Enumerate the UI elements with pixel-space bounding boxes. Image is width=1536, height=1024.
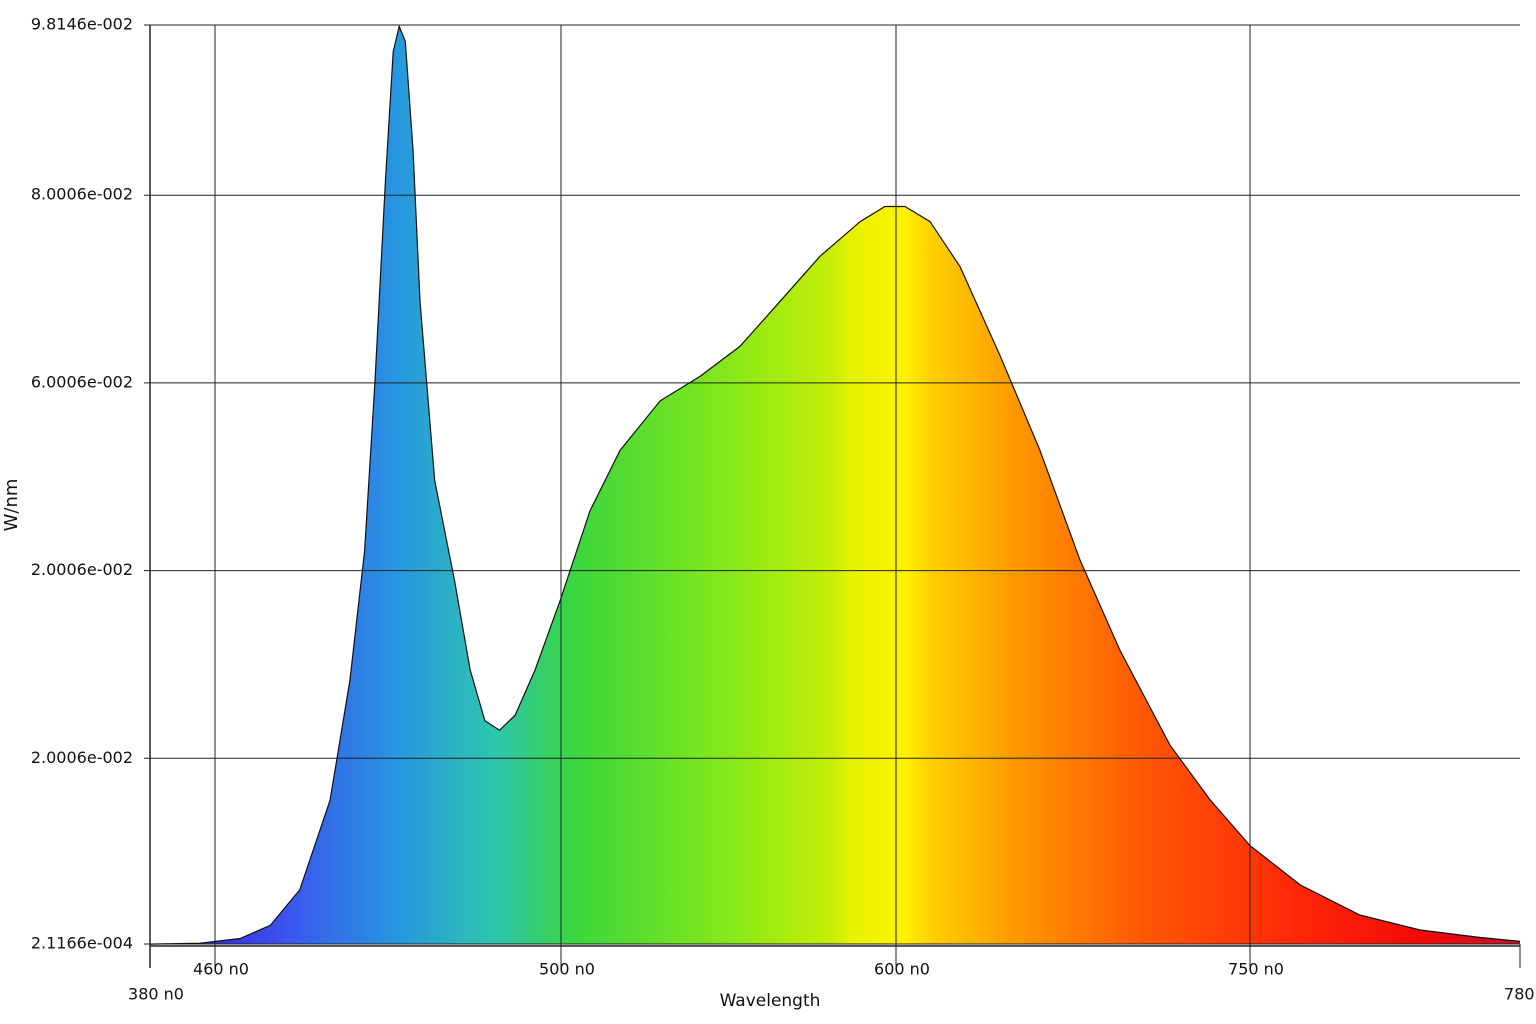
y-tick-label: 2.1166e-004 — [31, 934, 133, 953]
y-tick-label: 9.8146e-002 — [31, 15, 133, 34]
y-tick-label: 6.0006e-002 — [31, 372, 133, 391]
x-tick-label: 600 n0 — [874, 960, 930, 979]
y-tick-label: 2.0006e-002 — [31, 748, 133, 767]
x-tick-label: 500 n0 — [539, 960, 595, 979]
y-tick-label: 8.0006e-002 — [31, 185, 133, 204]
x-tick-label: 460 n0 — [193, 960, 249, 979]
spectrum-area — [150, 26, 1520, 945]
plot-area — [150, 26, 1520, 945]
spectrum-line — [149, 24, 1521, 945]
x-tick-label: 750 n0 — [1228, 960, 1284, 979]
y-tick-label: 2.0006e-002 — [31, 560, 133, 579]
y-axis-label: W/nm — [1, 479, 22, 532]
x-tick-label: 780.n0 — [1504, 985, 1536, 1004]
x-axis-label: Wavelength — [720, 991, 821, 1011]
x-tick-label: 380 n0 — [128, 985, 184, 1004]
